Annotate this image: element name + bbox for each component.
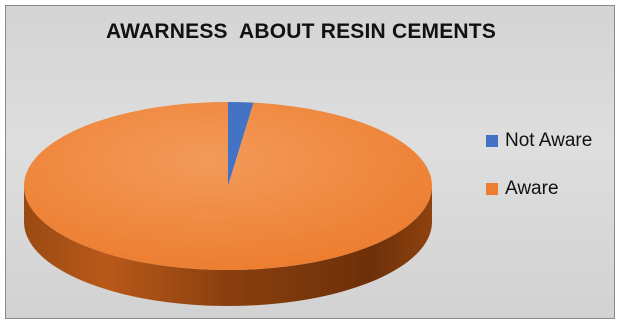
chart-legend: Not Aware Aware (486, 129, 592, 225)
pie-slice-not-aware (228, 102, 254, 186)
pie-side-wall (24, 186, 432, 306)
legend-swatch-aware (486, 183, 498, 195)
pie-chart (23, 102, 432, 306)
chart-title: AWARNESS ABOUT RESIN CEMENTS (105, 20, 497, 43)
legend-label-aware: Aware (505, 178, 559, 199)
legend-swatch-not-aware (486, 135, 498, 147)
chart-frame: AWARNESS ABOUT RESIN CEMENTS Not Aware A… (5, 5, 615, 319)
pie-slice-aware (23, 102, 432, 270)
legend-label-not-aware: Not Aware (505, 130, 593, 151)
legend-item-aware: Aware (486, 177, 592, 201)
legend-item-not-aware: Not Aware (486, 129, 592, 153)
